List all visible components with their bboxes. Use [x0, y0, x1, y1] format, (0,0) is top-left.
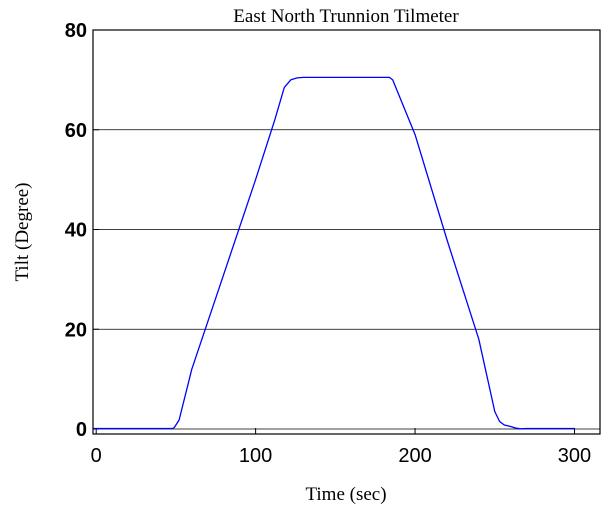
gridlines	[93, 29, 600, 430]
y-tick-label: 20	[65, 319, 87, 341]
y-ticks: 0 20 40 60 80	[65, 20, 99, 441]
y-tick-label: 60	[65, 120, 87, 142]
plot-frame	[92, 29, 601, 435]
y-tick-label: 0	[76, 419, 87, 441]
series-line-0	[93, 76, 575, 430]
x-tick-label: 300	[558, 445, 591, 467]
x-tick-label: 200	[398, 445, 431, 467]
x-tick-label: 100	[239, 445, 272, 467]
y-axis-label: Tilt (Degree)	[12, 182, 33, 281]
x-tick-label: 0	[91, 445, 102, 467]
x-axis-label: Time (sec)	[305, 484, 386, 505]
chart-title: East North Trunnion Tilmeter	[233, 6, 459, 27]
x-ticks: 0 100 200 300	[91, 428, 591, 467]
series	[93, 76, 575, 430]
y-tick-label: 40	[65, 220, 87, 242]
y-tick-label: 80	[65, 20, 87, 42]
